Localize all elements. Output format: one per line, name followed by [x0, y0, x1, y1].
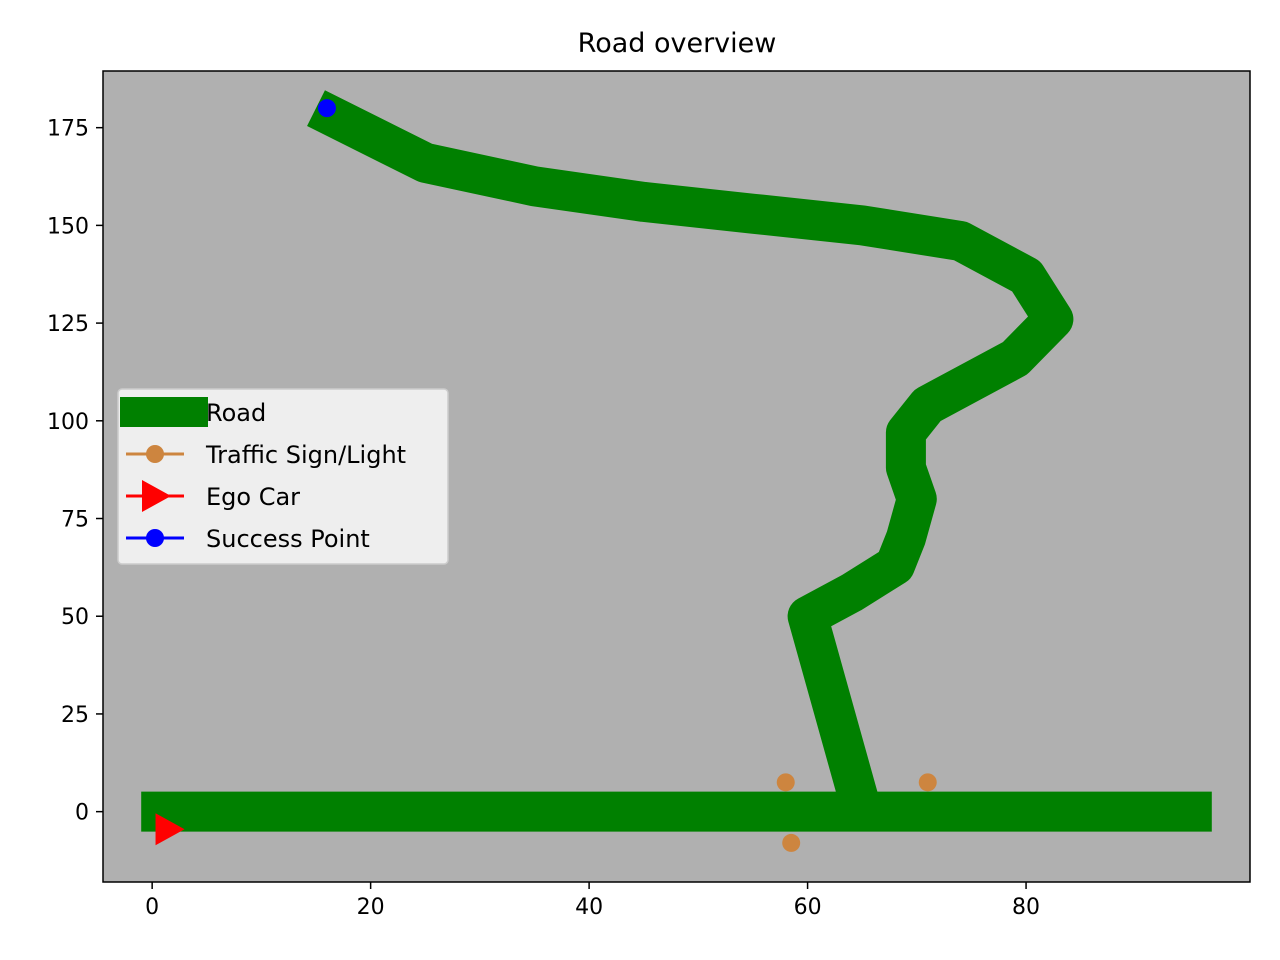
legend-marker-success-point	[146, 529, 164, 547]
legend-label-traffic-sign-light: Traffic Sign/Light	[205, 441, 406, 469]
legend-label-ego-car: Ego Car	[206, 483, 300, 511]
road-layer	[141, 90, 1212, 832]
y-tick-label: 150	[47, 214, 89, 239]
legend-label-success-point: Success Point	[206, 525, 370, 553]
legend-box	[117, 388, 449, 565]
traffic-sign-point-3	[782, 833, 801, 852]
legend-handle-road	[120, 397, 208, 427]
marker-layer	[155, 99, 937, 852]
success-point-1	[317, 99, 336, 118]
road-segment-2	[307, 90, 1074, 817]
legend-marker-ego-car	[142, 480, 171, 512]
y-tick-label: 100	[47, 410, 89, 435]
y-tick-label: 50	[61, 605, 89, 630]
traffic-sign-point-2	[918, 773, 937, 792]
y-axis: 0 25 50 75 100 125 150 175	[47, 117, 103, 826]
chart-title: Road overview	[578, 28, 777, 59]
x-tick-label: 0	[145, 895, 159, 920]
y-tick-label: 125	[47, 312, 89, 337]
legend-label-road: Road	[206, 399, 266, 427]
y-tick-label: 75	[61, 508, 89, 533]
x-tick-label: 20	[357, 895, 385, 920]
x-axis: 0 20 40 60 80	[145, 882, 1040, 920]
y-tick-label: 0	[75, 801, 89, 826]
plot-frame	[102, 70, 1251, 883]
x-tick-label: 60	[794, 895, 822, 920]
x-tick-label: 40	[575, 895, 603, 920]
y-tick-label: 175	[47, 117, 89, 142]
y-tick-label: 25	[61, 703, 89, 728]
ego-car-marker	[155, 813, 185, 846]
traffic-sign-point-1	[776, 773, 795, 792]
legend-marker-traffic-sign-light	[146, 445, 164, 463]
x-tick-label: 80	[1012, 895, 1040, 920]
legend: Road Traffic Sign/Light Ego Car Success Poi…	[117, 388, 449, 565]
